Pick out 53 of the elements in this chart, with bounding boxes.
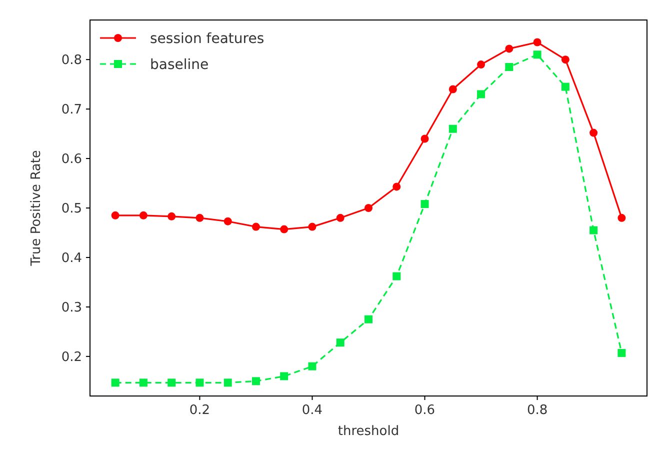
point [336,338,344,347]
point [252,222,260,231]
point [392,182,401,191]
point [224,217,232,226]
point [590,128,598,137]
point [618,214,626,222]
y-axis-title: True Positive Rate [29,150,44,267]
point [196,214,204,222]
point [308,222,316,231]
point [477,90,486,98]
point [111,211,120,220]
point [168,378,176,387]
point [364,204,372,212]
x-tick-label: 0.4 [302,403,323,418]
y-tick-label: 0.2 [61,350,82,365]
point [168,212,176,220]
point [505,63,514,71]
point [420,134,429,143]
point [561,56,570,64]
y-tick-label: 0.8 [61,53,82,68]
point [505,44,514,53]
point [308,362,316,370]
x-tick-label: 0.2 [189,403,210,418]
x-axis-title: threshold [338,424,400,439]
point [364,315,372,324]
point [590,226,598,234]
point [392,272,401,280]
point [477,60,486,69]
point [533,38,542,46]
y-tick-label: 0.4 [61,250,82,266]
point [196,378,204,387]
legend-label: baseline [150,57,209,73]
point [224,378,232,387]
point [448,85,457,94]
point [533,50,542,59]
y-tick-label: 0.5 [61,202,82,216]
point [420,200,429,208]
point [618,348,626,357]
x-tick-label: 0.8 [526,403,548,418]
y-tick-label: 0.3 [61,300,82,316]
point [111,378,120,387]
legend-label: session features [150,31,264,47]
y-tick-label: 0.6 [61,152,82,168]
point [280,225,288,234]
point [252,377,260,386]
point [280,372,288,380]
point [561,82,570,91]
x-tick-label: 0.6 [414,403,436,418]
y-tick-label: 0.7 [61,102,82,118]
point [139,378,148,387]
point [139,211,148,220]
point [448,124,457,133]
point [336,214,344,222]
